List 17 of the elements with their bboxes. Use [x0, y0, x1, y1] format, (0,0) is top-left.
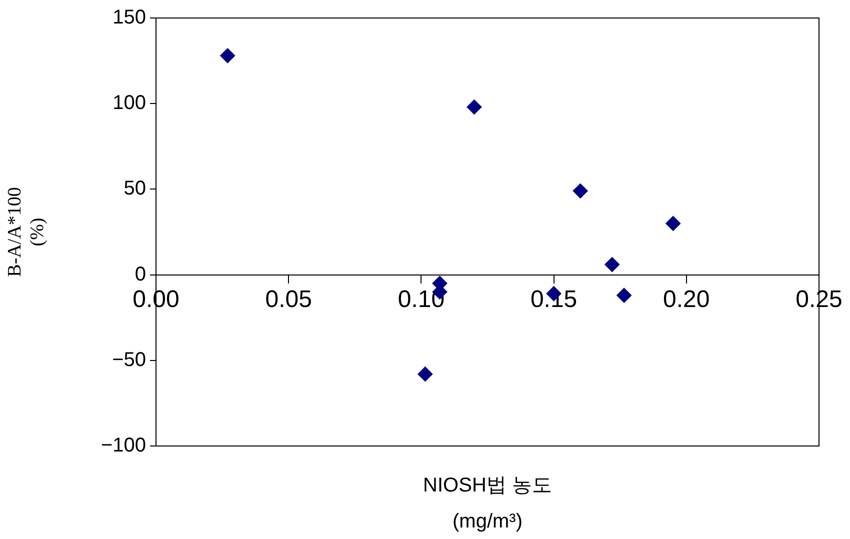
y-tick-label: 150 [112, 6, 146, 29]
point [466, 100, 482, 115]
point [604, 257, 620, 272]
y-axis-title: B-A/A*100 (%) [4, 187, 48, 277]
point [616, 288, 632, 303]
y-tick-label: −50 [112, 348, 146, 371]
x-tick-label: 0.05 [265, 286, 312, 313]
x-tick-label: 0.20 [663, 286, 710, 313]
point [572, 183, 588, 198]
point [418, 366, 433, 382]
y-tick-label: −100 [100, 434, 146, 457]
y-tick-label: 0 [134, 263, 146, 286]
y-tick-label: 50 [124, 178, 146, 200]
x-axis-title: NIOSH법 농도 (mg/m³) [423, 474, 552, 533]
point [666, 216, 681, 231]
y-tick-label: 100 [112, 92, 146, 114]
point [220, 48, 236, 64]
